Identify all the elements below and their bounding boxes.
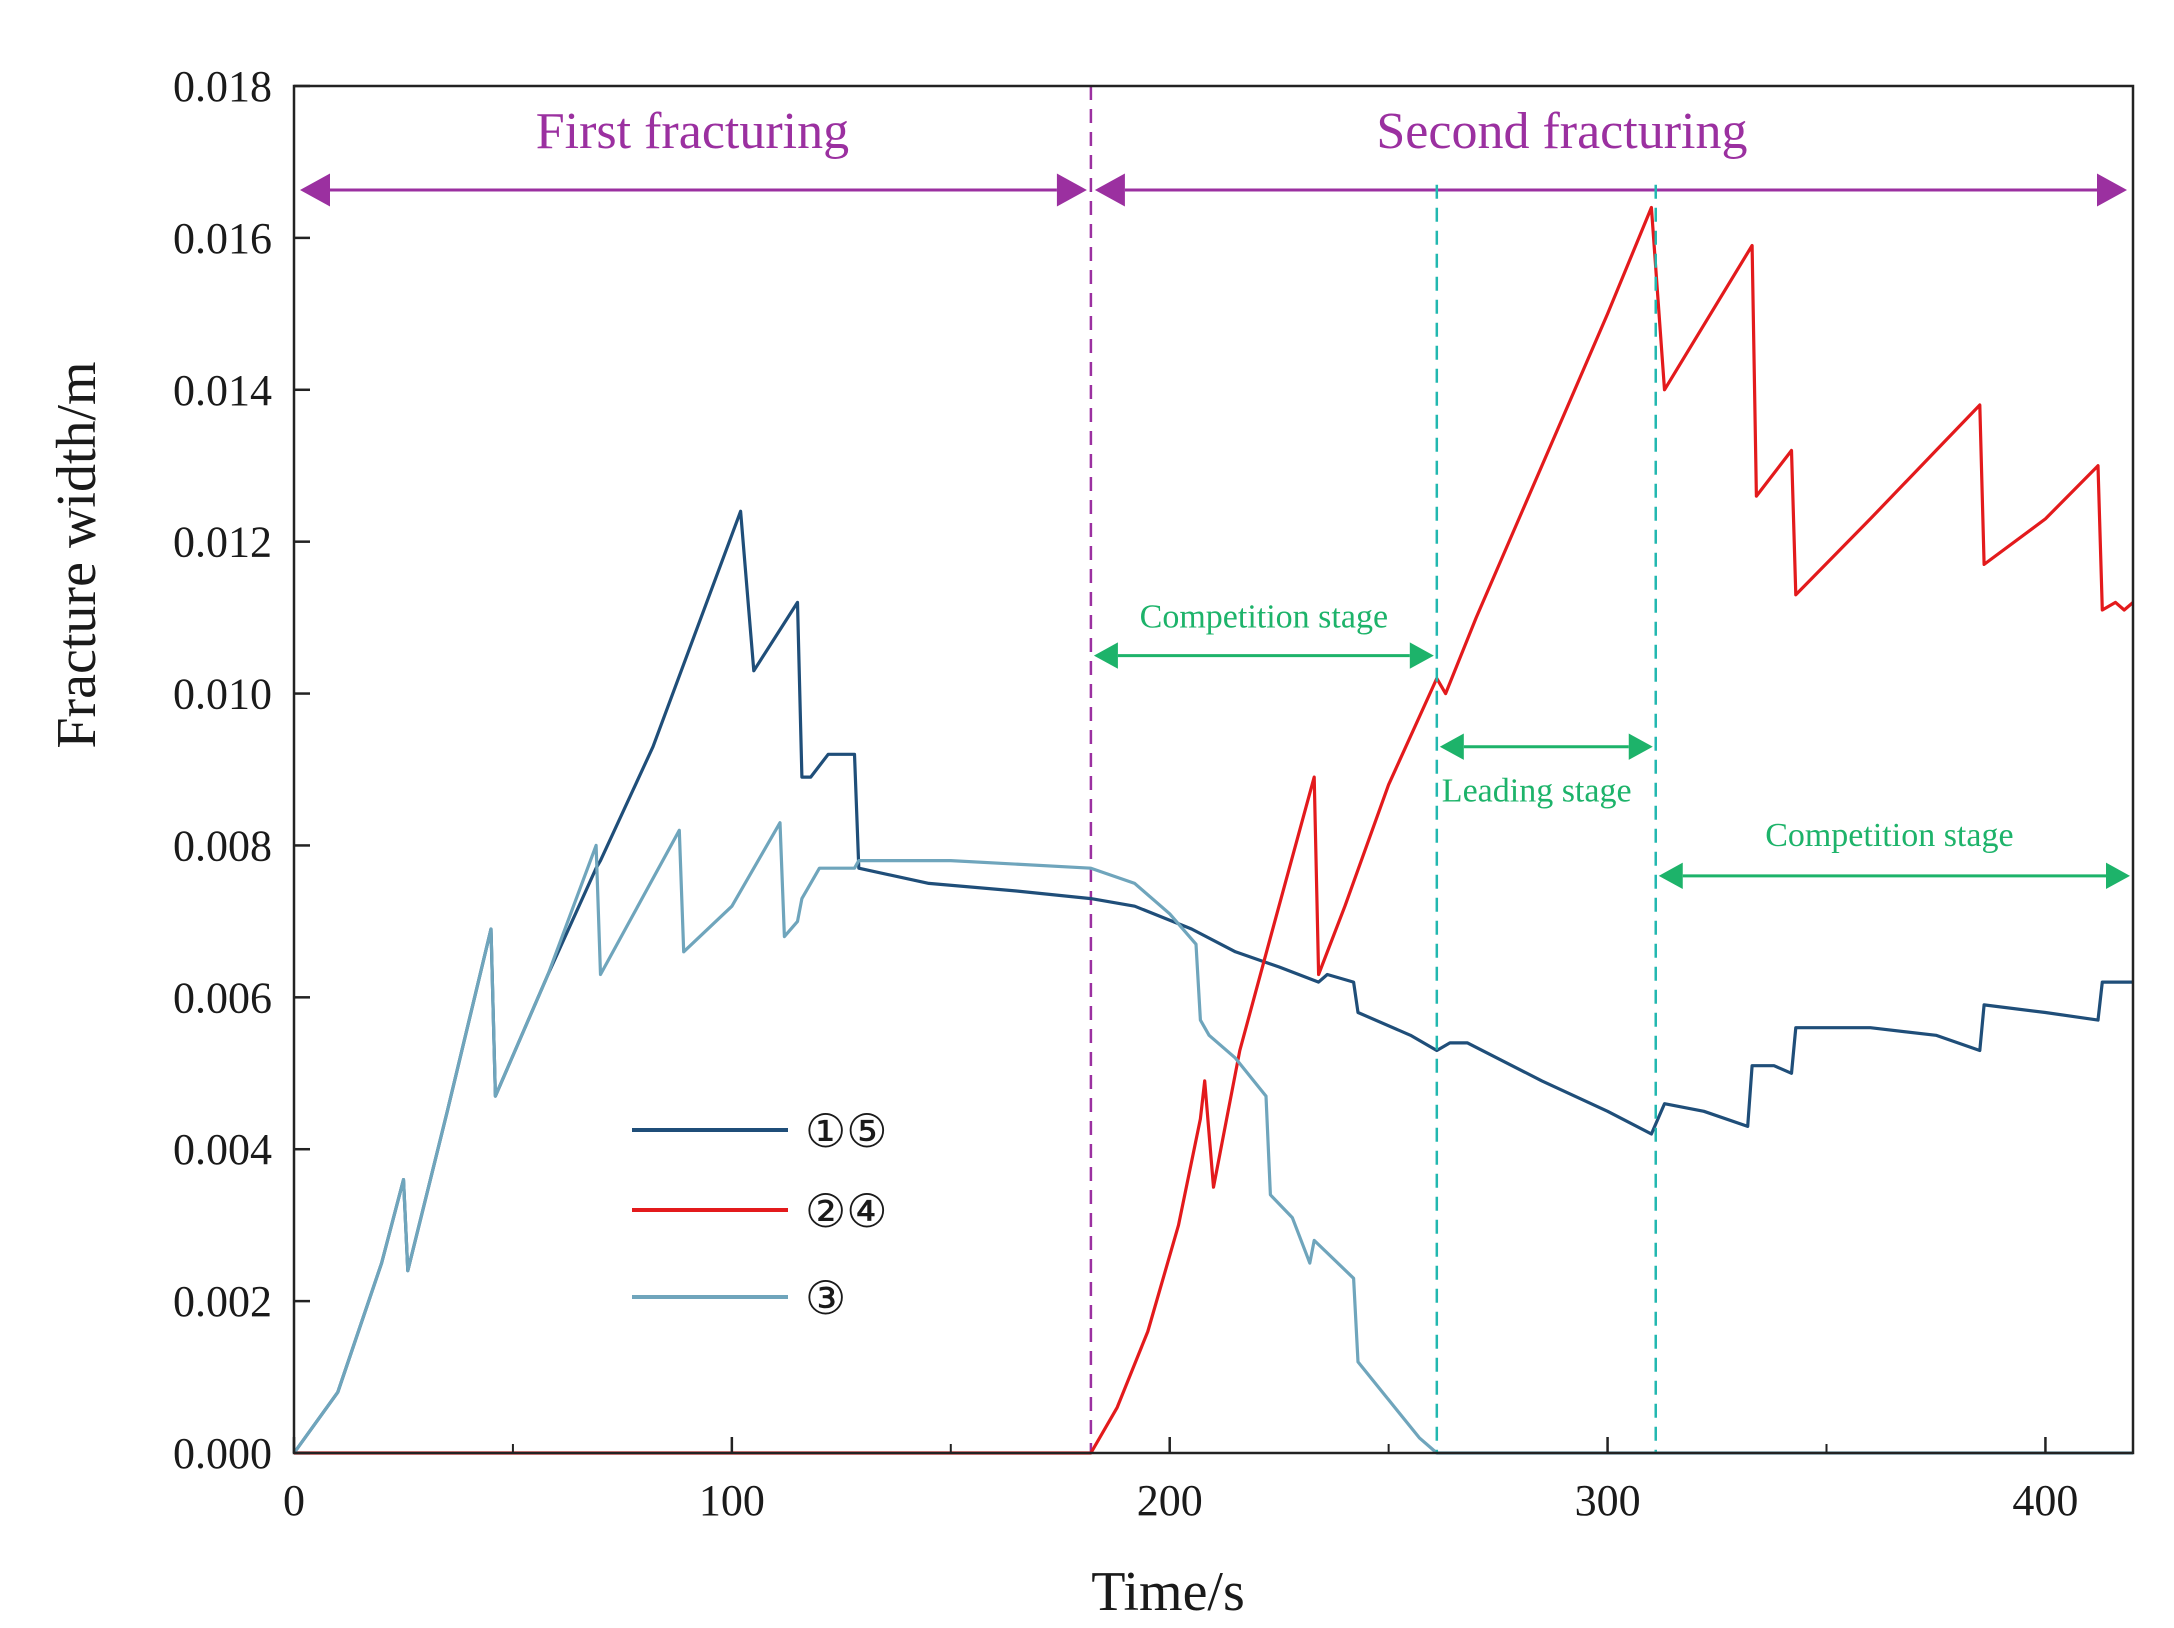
second-phase-arrow-head-left [1094,173,1125,207]
second-phase-label: Second fracturing [1376,103,1747,160]
legend: ①⑤ ②④ ③ [632,1104,887,1325]
x-tick-label-0: 0 [283,1476,305,1525]
y-tick-label-9: 0.018 [173,62,272,111]
x-tick-label-3: 300 [1575,1476,1641,1525]
stage-arrow-2-head-left [1439,733,1464,760]
second-phase-arrow-head-right [2097,173,2127,207]
series-lines [292,205,2135,1455]
first-phase-arrow-head-right [1056,173,1087,207]
axis-ticks: 0 100 200 300 400 0.000 0.002 0.004 0.006 0.008 0.… [173,62,2078,1525]
stage-label-3: Competition stage [1765,817,2013,854]
stage-arrow-1-head-left [1093,642,1118,669]
y-tick-label-3: 0.006 [173,973,272,1022]
y-tick-label-1: 0.002 [173,1277,272,1326]
y-axis-title: Fracture width/m [46,361,108,748]
y-tick-label-4: 0.008 [173,821,272,870]
first-phase-arrow-head-left [300,173,330,207]
y-tick-label-0: 0.000 [173,1429,272,1478]
y-tick-label-2: 0.004 [173,1125,272,1174]
series-line-1 [292,509,2133,1454]
axis-titles: Time/s Fracture width/m [46,361,1245,1623]
x-tick-label-4: 400 [2012,1476,2078,1525]
x-axis-title: Time/s [1091,1561,1245,1623]
stage-arrow-3-head-right [2106,862,2130,890]
stage-annotations: Competition stage Leading stage Competitio… [1093,184,2130,1453]
phase-annotations: First fracturing Second fracturing [300,86,2127,1453]
series-line-3 [292,821,2133,1455]
y-tick-label-6: 0.012 [173,518,272,567]
plot-frame [292,84,2135,1455]
stage-label-1: Competition stage [1140,599,1388,636]
stage-arrow-3-head-left [1658,862,1683,890]
plot-border [292,84,2135,1455]
y-tick-label-8: 0.016 [173,214,272,263]
series-line-2 [294,205,2135,1455]
y-tick-label-5: 0.010 [173,670,272,719]
stage-arrow-1-head-right [1409,642,1434,669]
x-tick-label-2: 200 [1137,1476,1203,1525]
y-tick-label-7: 0.014 [173,366,272,415]
legend-label-1: ①⑤ [805,1104,887,1158]
x-tick-label-1: 100 [699,1476,765,1525]
first-phase-label: First fracturing [536,103,849,160]
legend-label-2: ②④ [805,1184,887,1238]
stage-label-2: Leading stage [1442,773,1632,810]
stage-arrow-2-head-right [1628,733,1653,760]
legend-label-3: ③ [805,1271,846,1325]
